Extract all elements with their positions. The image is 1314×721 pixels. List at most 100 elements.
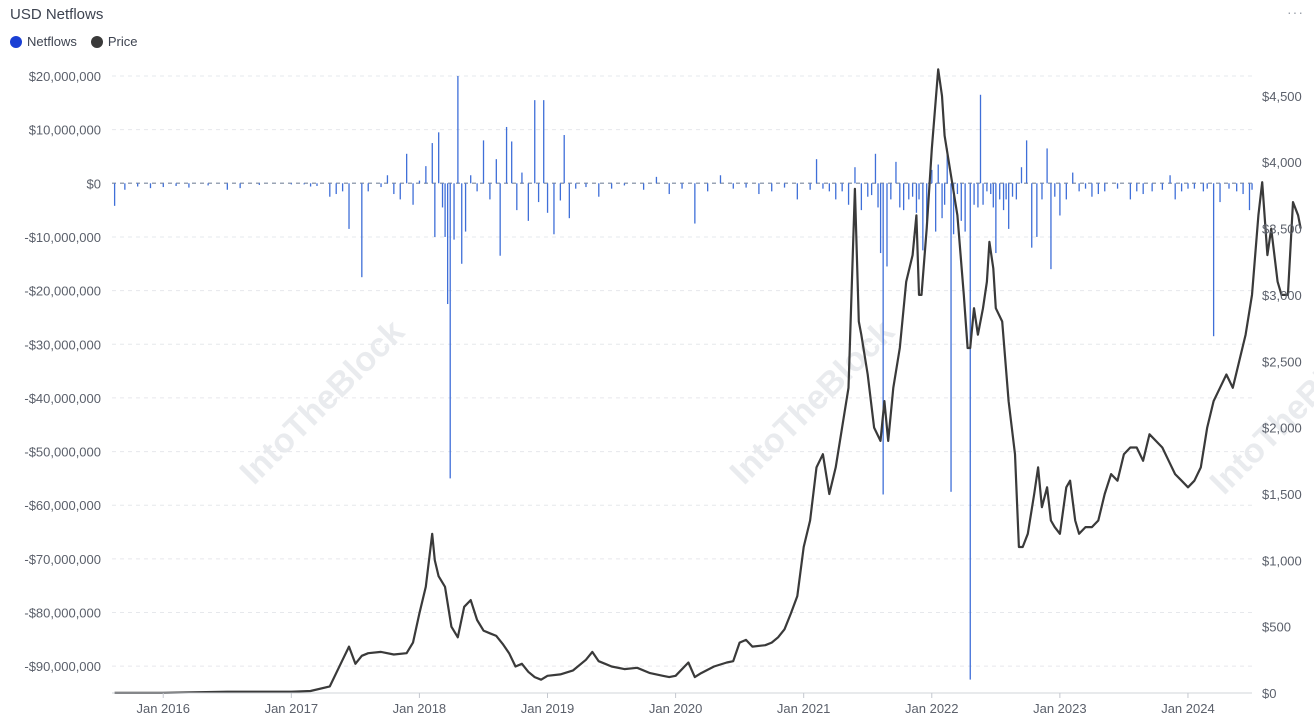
netflow-bar (406, 153, 408, 184)
netflow-bar (1005, 183, 1007, 200)
netflow-bar (1129, 183, 1132, 200)
y-right-tick-label: $0 (1262, 686, 1276, 701)
netflow-bar (598, 183, 600, 197)
y-left-tick-label: -$30,000,000 (24, 337, 101, 352)
netflow-bar (1084, 183, 1087, 189)
netflow-bar (425, 166, 427, 184)
y-left-tick-label: $0 (87, 176, 101, 191)
netflow-bar (489, 183, 491, 200)
y-right-tick-label: $1,500 (1262, 487, 1302, 502)
netflow-bar (348, 183, 350, 229)
netflow-bar (303, 183, 305, 185)
netflows-bars (113, 76, 1253, 680)
netflow-bar (113, 183, 116, 206)
netflow-bar (926, 183, 928, 221)
netflow-bar (982, 183, 984, 205)
netflow-bar (841, 183, 843, 192)
watermark-text: IntoTheBlock (233, 313, 412, 492)
netflow-bar (575, 183, 577, 189)
x-tick-label: Jan 2018 (393, 701, 447, 716)
y-left-tick-label: $10,000,000 (29, 123, 101, 138)
netflow-bar (470, 175, 472, 184)
netflow-bar (732, 183, 734, 189)
netflow-bar (441, 183, 444, 208)
netflow-bar (986, 183, 988, 192)
netflow-bar (941, 183, 943, 219)
netflow-bar (505, 126, 508, 184)
netflow-bar (386, 175, 389, 184)
netflow-bar (870, 183, 873, 196)
netflow-bar (931, 169, 933, 184)
netflow-bar (1020, 167, 1023, 184)
gridlines (112, 75, 1252, 667)
netflow-bar (895, 161, 897, 184)
y-right-tick-label: $4,500 (1262, 89, 1302, 104)
netflow-bar (1041, 183, 1043, 200)
netflow-bar (393, 183, 395, 195)
netflow-bar (1031, 183, 1033, 248)
y-left-tick-label: -$60,000,000 (24, 498, 101, 513)
netflow-bar (973, 183, 975, 205)
watermark-text: IntoTheBlock (1203, 323, 1314, 502)
netflow-bar (1251, 183, 1253, 190)
netflow-bar (1046, 148, 1048, 184)
netflow-bar (960, 183, 962, 221)
y-right-tick-label: $4,000 (1262, 155, 1302, 170)
netflow-bar (977, 183, 979, 208)
y-left-tick-label: -$70,000,000 (24, 552, 101, 567)
netflow-bar (499, 183, 501, 256)
netflow-bar (482, 140, 485, 184)
netflow-bar (1002, 183, 1005, 211)
netflow-bar (1091, 183, 1093, 197)
netflow-bar (828, 183, 831, 192)
netflow-bar (1236, 183, 1238, 192)
legend-item-price[interactable]: Price (90, 34, 137, 49)
y-right-tick-label: $1,000 (1262, 553, 1302, 568)
netflow-bar (380, 183, 382, 188)
netflow-bar (476, 183, 478, 192)
netflow-bar (1015, 183, 1018, 200)
netflow-bar (874, 153, 877, 184)
netflow-bar (610, 183, 613, 189)
netflow-bar (1025, 140, 1028, 184)
x-tick-label: Jan 2024 (1161, 701, 1215, 716)
netflow-bar (399, 183, 401, 200)
netflow-bar (434, 183, 436, 237)
netflow-bar (438, 132, 440, 184)
netflow-bar (585, 183, 587, 188)
netflow-bar (956, 183, 959, 195)
netflow-bar (943, 183, 946, 205)
netflow-bar (1050, 183, 1052, 270)
netflow-bar (915, 183, 918, 213)
netflow-bar (835, 183, 837, 200)
netflow-bar (886, 183, 888, 267)
netflow-bar (449, 183, 451, 479)
x-tick-label: Jan 2023 (1033, 701, 1087, 716)
netflow-bar (446, 183, 449, 305)
y-right-tick-label: $2,000 (1262, 421, 1302, 436)
netflow-bar (290, 183, 293, 185)
netflow-bar (367, 183, 369, 192)
netflow-bar (431, 143, 433, 184)
netflow-bar (461, 183, 463, 264)
netflow-bar (341, 183, 344, 192)
netflow-bar (1193, 183, 1196, 189)
legend-item-netflows[interactable]: Netflows (10, 34, 77, 49)
price-swatch-icon (90, 35, 103, 48)
netflow-bar (950, 183, 952, 492)
netflow-bar (809, 183, 811, 190)
netflow-bar (908, 183, 910, 200)
netflow-bar (418, 180, 421, 184)
netflow-bar (990, 183, 992, 195)
netflow-bar (309, 183, 312, 187)
netflow-bar (1008, 183, 1010, 229)
netflow-bar (1248, 183, 1251, 211)
netflow-bar (655, 176, 658, 184)
netflow-bar (946, 148, 948, 184)
y-left-tick-label: $20,000,000 (29, 69, 101, 84)
netflow-bar (559, 183, 562, 201)
more-options-icon[interactable]: ··· (1287, 4, 1304, 20)
netflow-bar (642, 183, 645, 190)
netflow-bar (239, 183, 241, 189)
